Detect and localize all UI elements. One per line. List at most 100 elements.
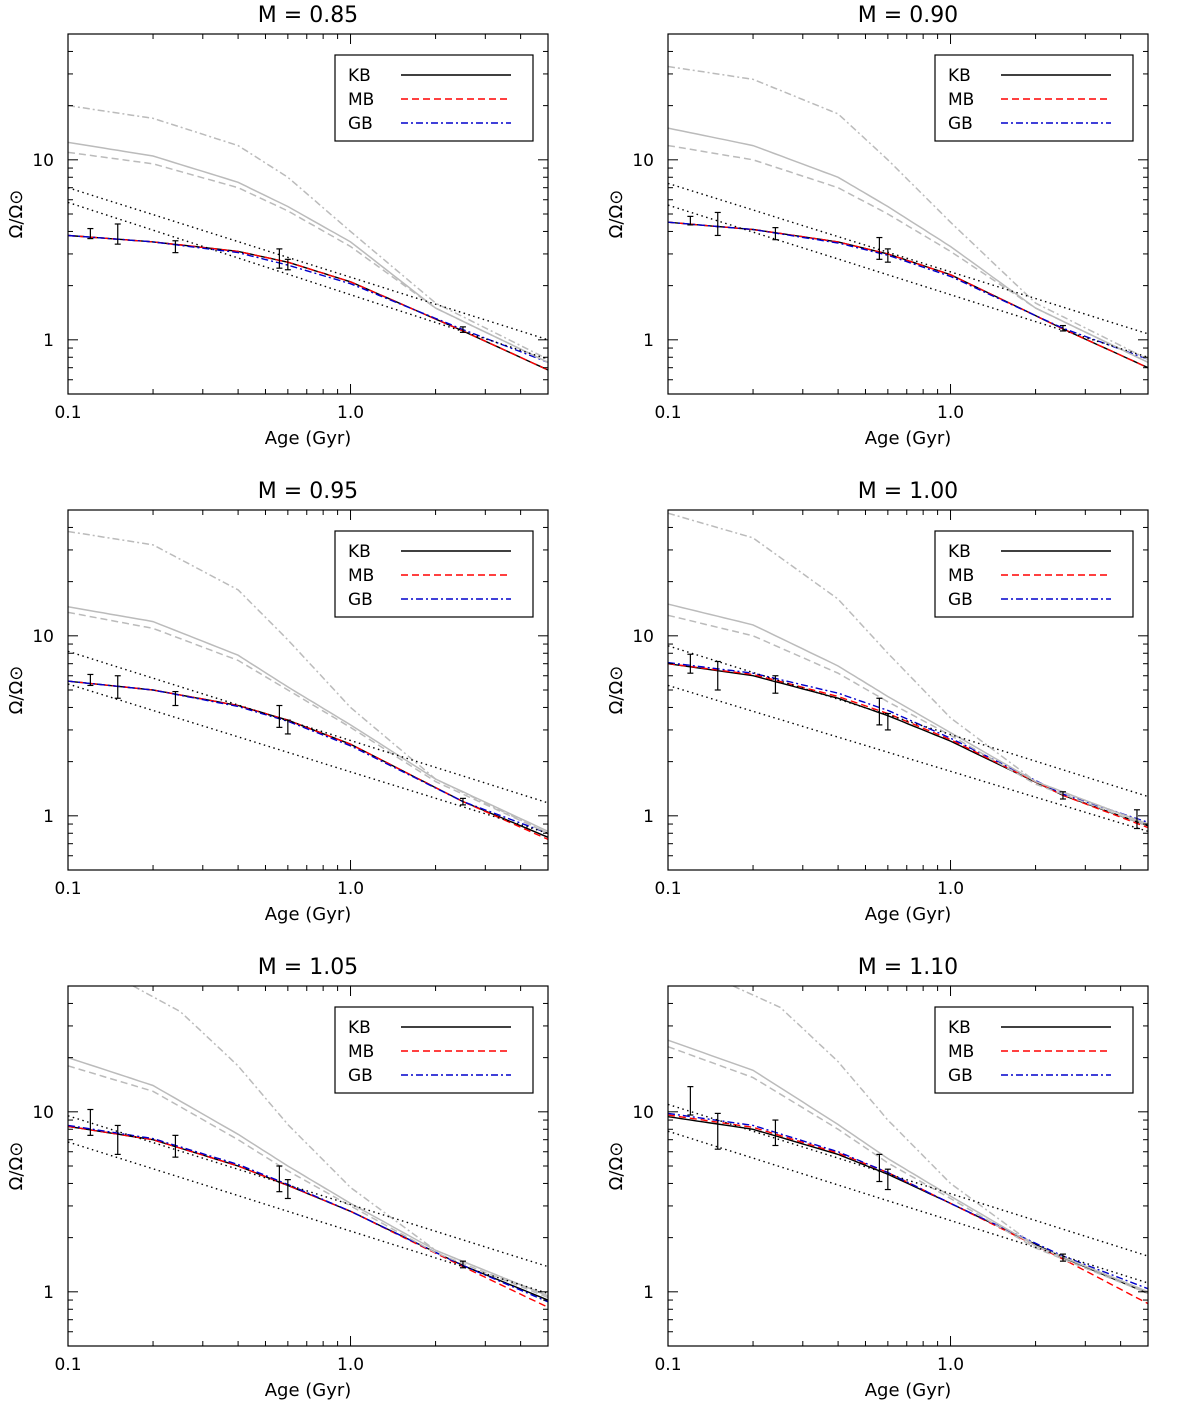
error-bar xyxy=(114,675,121,699)
series-line-kb xyxy=(668,221,1148,369)
plot-area xyxy=(68,530,548,841)
y-tick-label: 10 xyxy=(632,627,654,647)
error-bar xyxy=(172,240,179,254)
legend-label-kb: KB xyxy=(948,1018,971,1038)
series-line-kb xyxy=(68,680,548,838)
y-tick-label: 1 xyxy=(643,807,654,827)
error-bar xyxy=(284,258,291,271)
error-bar xyxy=(87,1108,94,1136)
legend-label-kb: KB xyxy=(348,66,371,86)
chart-panel-m095: M = 0.95 0.1 1.0 1 10 Age (Gyr) Ω/Ω⊙ KB MB GB xyxy=(6,479,549,925)
error-bar xyxy=(687,653,694,674)
grey-model-line xyxy=(668,512,1148,825)
legend-label-mb: MB xyxy=(948,1042,974,1062)
y-tick-label: 1 xyxy=(43,331,54,351)
legend: KB MB GB xyxy=(934,1006,1134,1094)
chart-panel-m090: M = 0.90 0.1 1.0 1 10 Age (Gyr) Ω/Ω⊙ KB MB GB xyxy=(606,3,1149,449)
error-bar xyxy=(687,215,694,226)
error-bar xyxy=(276,704,283,728)
chart-panel-m100: M = 1.00 0.1 1.0 1 10 Age (Gyr) Ω/Ω⊙ KB MB GB xyxy=(606,479,1149,925)
legend-label-mb: MB xyxy=(348,90,374,110)
error-bar xyxy=(687,1086,694,1116)
x-tick-label: 0.1 xyxy=(54,879,81,899)
dotted-reference-line xyxy=(68,201,548,360)
series-line-mb xyxy=(668,1114,1148,1305)
plot-area xyxy=(668,986,1148,1305)
grey-model-line xyxy=(668,614,1148,827)
x-tick-label: 0.1 xyxy=(54,403,81,423)
error-bar xyxy=(1059,791,1066,800)
dotted-reference-line xyxy=(68,1115,548,1268)
x-axis-label: Age (Gyr) xyxy=(865,428,952,449)
panel-title: M = 0.90 xyxy=(858,3,958,28)
y-tick-label: 1 xyxy=(43,807,54,827)
y-tick-label: 10 xyxy=(32,1103,54,1123)
grey-model-line xyxy=(68,1056,548,1297)
error-bar xyxy=(1059,324,1066,332)
plot-area xyxy=(68,986,548,1308)
x-axis-label: Age (Gyr) xyxy=(265,1380,352,1401)
series-line-kb xyxy=(68,234,548,371)
legend: KB MB GB xyxy=(934,530,1134,618)
x-tick-label: 1.0 xyxy=(337,1355,364,1375)
y-axis-label: Ω/Ω⊙ xyxy=(6,1142,27,1191)
grey-model-line xyxy=(68,1065,548,1299)
x-axis-label: Age (Gyr) xyxy=(265,428,352,449)
error-bar xyxy=(876,697,883,726)
series-line-gb xyxy=(68,234,548,363)
error-bar xyxy=(876,236,883,260)
error-bar xyxy=(284,719,291,735)
legend-label-gb: GB xyxy=(948,1066,973,1086)
grey-model-line xyxy=(68,141,548,363)
error-bar xyxy=(1133,809,1140,830)
grey-model-line xyxy=(668,65,1148,360)
grey-model-line xyxy=(68,530,548,834)
panel-title: M = 1.00 xyxy=(858,479,958,504)
chart-panel-m085: M = 0.85 0.1 1.0 1 10 Age (Gyr) Ω/Ω⊙ KB MB GB xyxy=(6,3,549,449)
legend-label-gb: GB xyxy=(348,114,373,134)
legend-label-kb: KB xyxy=(948,542,971,562)
x-axis-label: Age (Gyr) xyxy=(265,904,352,925)
error-bar xyxy=(884,248,891,263)
dotted-reference-line xyxy=(668,684,1148,832)
series-line-kb xyxy=(68,1125,548,1301)
legend-label-kb: KB xyxy=(348,1018,371,1038)
y-axis-label: Ω/Ω⊙ xyxy=(6,190,27,239)
x-tick-label: 1.0 xyxy=(337,879,364,899)
error-bar xyxy=(1059,1253,1066,1262)
error-bar xyxy=(714,660,721,691)
panel-title: M = 1.10 xyxy=(858,955,958,980)
panel-title: M = 0.95 xyxy=(258,479,358,504)
x-axis-label: Age (Gyr) xyxy=(865,1380,952,1401)
legend-label-kb: KB xyxy=(948,66,971,86)
legend-label-gb: GB xyxy=(348,590,373,610)
legend: KB MB GB xyxy=(334,530,534,618)
error-bar xyxy=(172,690,179,707)
grey-model-line xyxy=(68,151,548,363)
legend: KB MB GB xyxy=(334,1006,534,1094)
x-tick-label: 0.1 xyxy=(654,1355,681,1375)
y-tick-label: 1 xyxy=(43,1283,54,1303)
series-line-gb xyxy=(668,661,1148,823)
y-axis-label: Ω/Ω⊙ xyxy=(606,190,627,239)
plot-area xyxy=(668,65,1148,369)
grey-model-line xyxy=(732,986,1148,1293)
dotted-reference-line xyxy=(68,683,548,834)
legend: KB MB GB xyxy=(334,54,534,142)
error-bar xyxy=(276,1165,283,1193)
series-line-kb xyxy=(668,1116,1148,1295)
error-bar xyxy=(714,1112,721,1150)
x-tick-label: 0.1 xyxy=(54,1355,81,1375)
dotted-reference-line xyxy=(668,645,1148,798)
grey-model-line xyxy=(68,104,548,360)
grey-model-line xyxy=(68,606,548,832)
dotted-reference-line xyxy=(668,182,1148,335)
legend-label-gb: GB xyxy=(948,590,973,610)
legend-label-mb: MB xyxy=(948,566,974,586)
dotted-reference-line xyxy=(68,187,548,341)
error-bar xyxy=(876,1153,883,1183)
x-axis-label: Age (Gyr) xyxy=(865,904,952,925)
y-tick-label: 10 xyxy=(32,627,54,647)
error-bar xyxy=(284,1179,291,1200)
